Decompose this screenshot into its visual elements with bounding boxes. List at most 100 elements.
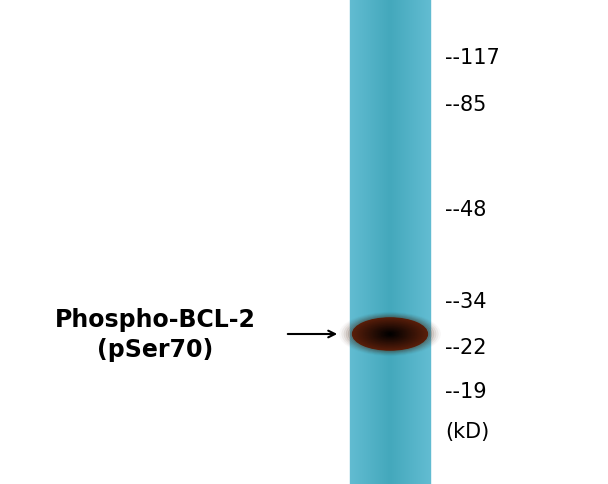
- Bar: [367, 0, 368, 484]
- Ellipse shape: [386, 333, 394, 336]
- Ellipse shape: [373, 327, 407, 342]
- Bar: [353, 0, 354, 484]
- Bar: [398, 0, 399, 484]
- Ellipse shape: [379, 330, 400, 339]
- Ellipse shape: [378, 329, 402, 339]
- Ellipse shape: [353, 318, 427, 350]
- Ellipse shape: [389, 334, 391, 335]
- Bar: [394, 0, 395, 484]
- Bar: [354, 0, 355, 484]
- Bar: [416, 0, 417, 484]
- Bar: [407, 0, 408, 484]
- Bar: [376, 0, 377, 484]
- Bar: [400, 0, 401, 484]
- Text: Phospho-BCL-2
(pSer70): Phospho-BCL-2 (pSer70): [55, 307, 255, 361]
- Ellipse shape: [354, 319, 426, 349]
- Bar: [386, 0, 387, 484]
- Ellipse shape: [384, 332, 396, 337]
- Bar: [350, 0, 351, 484]
- Bar: [352, 0, 353, 484]
- Bar: [370, 0, 371, 484]
- Bar: [387, 0, 388, 484]
- Ellipse shape: [382, 331, 398, 337]
- Bar: [406, 0, 407, 484]
- Ellipse shape: [388, 333, 392, 335]
- Ellipse shape: [385, 333, 395, 336]
- Ellipse shape: [376, 328, 404, 340]
- Bar: [372, 0, 373, 484]
- Bar: [356, 0, 357, 484]
- Ellipse shape: [365, 324, 415, 345]
- Bar: [421, 0, 422, 484]
- Ellipse shape: [348, 317, 432, 352]
- Ellipse shape: [367, 325, 412, 344]
- Bar: [357, 0, 358, 484]
- Bar: [411, 0, 412, 484]
- Bar: [404, 0, 405, 484]
- Bar: [405, 0, 406, 484]
- Ellipse shape: [370, 326, 410, 343]
- Bar: [427, 0, 428, 484]
- Bar: [359, 0, 360, 484]
- Bar: [409, 0, 410, 484]
- Ellipse shape: [372, 327, 408, 342]
- Bar: [385, 0, 386, 484]
- Bar: [428, 0, 429, 484]
- Ellipse shape: [358, 321, 422, 348]
- Text: --48: --48: [445, 199, 486, 220]
- Bar: [382, 0, 383, 484]
- Bar: [420, 0, 421, 484]
- Bar: [375, 0, 376, 484]
- Ellipse shape: [353, 318, 427, 350]
- Ellipse shape: [344, 315, 436, 354]
- Bar: [391, 0, 392, 484]
- Bar: [366, 0, 367, 484]
- Bar: [388, 0, 389, 484]
- Ellipse shape: [365, 323, 415, 345]
- Bar: [381, 0, 382, 484]
- Bar: [360, 0, 361, 484]
- Text: --22: --22: [445, 337, 486, 357]
- Bar: [412, 0, 413, 484]
- Bar: [396, 0, 397, 484]
- Ellipse shape: [355, 319, 424, 349]
- Bar: [401, 0, 402, 484]
- Bar: [415, 0, 416, 484]
- Bar: [408, 0, 409, 484]
- Bar: [374, 0, 375, 484]
- Ellipse shape: [368, 325, 412, 344]
- Bar: [355, 0, 356, 484]
- Bar: [392, 0, 393, 484]
- Bar: [418, 0, 419, 484]
- Bar: [410, 0, 411, 484]
- Bar: [403, 0, 404, 484]
- Bar: [373, 0, 374, 484]
- Bar: [383, 0, 384, 484]
- Ellipse shape: [357, 320, 423, 348]
- Bar: [358, 0, 359, 484]
- Ellipse shape: [363, 323, 417, 346]
- Bar: [377, 0, 378, 484]
- Ellipse shape: [375, 328, 405, 341]
- Ellipse shape: [361, 322, 419, 347]
- Ellipse shape: [374, 328, 406, 341]
- Bar: [422, 0, 423, 484]
- Ellipse shape: [379, 330, 401, 339]
- Ellipse shape: [381, 330, 399, 338]
- Bar: [363, 0, 364, 484]
- Bar: [384, 0, 385, 484]
- Bar: [424, 0, 425, 484]
- Bar: [351, 0, 352, 484]
- Ellipse shape: [364, 323, 416, 346]
- Bar: [399, 0, 400, 484]
- Bar: [390, 0, 391, 484]
- Bar: [425, 0, 426, 484]
- Text: --19: --19: [445, 381, 486, 401]
- Bar: [380, 0, 381, 484]
- Ellipse shape: [387, 333, 393, 335]
- Bar: [423, 0, 424, 484]
- Ellipse shape: [362, 322, 418, 346]
- Bar: [371, 0, 372, 484]
- Bar: [379, 0, 380, 484]
- Ellipse shape: [360, 321, 420, 347]
